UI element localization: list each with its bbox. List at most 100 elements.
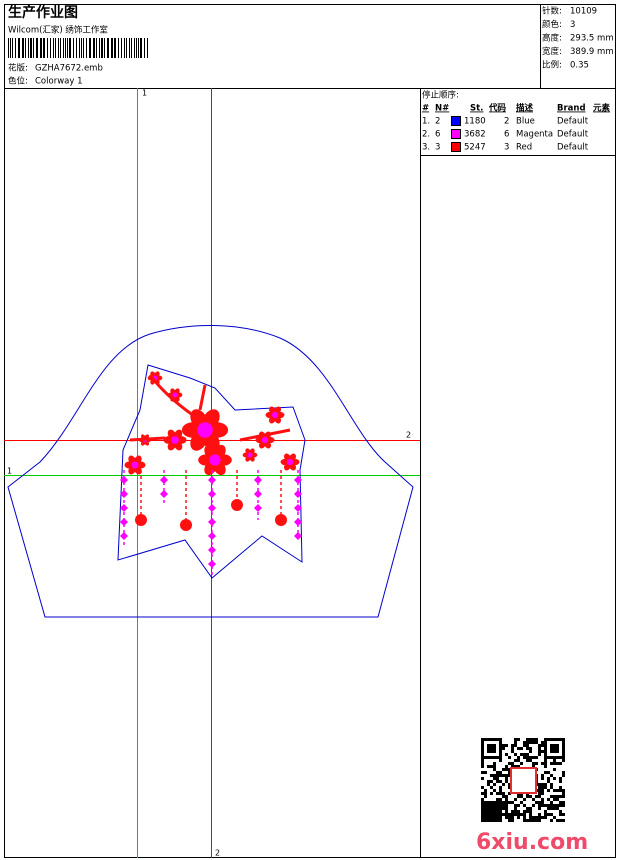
qr-module [556,744,559,747]
qr-module [481,765,484,768]
qr-module [514,744,517,747]
qr-module [505,768,508,771]
qr-module [487,747,490,750]
qr-module [535,756,538,759]
qr-module [550,762,553,765]
qr-module [508,816,511,819]
qr-module [526,741,529,744]
qr-module [490,780,493,783]
qr-module [523,756,526,759]
qr-module [517,813,520,816]
qr-module [484,813,487,816]
barcode-bar [73,38,74,58]
qr-module [550,783,553,786]
qr-module [484,807,487,810]
qr-module [538,747,541,750]
sheet-title: 生产作业图 [8,4,78,21]
qr-module [514,807,517,810]
qr-module [499,810,502,813]
qr-module [559,786,562,789]
qr-module [493,774,496,777]
leaf [120,504,128,512]
qr-module [520,813,523,816]
leaf [294,504,302,512]
flower-center [131,461,139,469]
qr-module [529,741,532,744]
qr-module [508,771,511,774]
qr-module [508,774,511,777]
needle: 3 [435,143,440,153]
leaf [120,476,128,484]
qr-module [487,801,490,804]
qr-module [511,816,514,819]
qr-module [541,786,544,789]
qr-module [559,804,562,807]
qr-module [547,738,550,741]
qr-module [556,762,559,765]
stitches: 5247 [464,143,486,153]
qr-module [499,747,502,750]
qr-module [496,792,499,795]
guide-label: 2 [406,431,411,440]
qr-module [553,804,556,807]
flower-center [171,436,179,444]
qr-module [490,756,493,759]
qr-module [514,759,517,762]
qr-module [559,777,562,780]
barcode-bar [12,38,13,58]
qr-module [538,819,541,822]
qr-module [493,804,496,807]
qr-module [547,771,550,774]
qr-module [526,744,529,747]
qr-module [508,762,511,765]
flower-center [209,454,221,466]
qr-module [559,810,562,813]
flower-center [197,422,213,438]
qr-module [493,756,496,759]
qr-module [538,816,541,819]
stat-label: 针数: [542,6,562,17]
qr-module [520,801,523,804]
qr-module [502,768,505,771]
design-label: 花版: [8,63,28,74]
qr-module [514,804,517,807]
embroidery [120,371,302,575]
qr-module [550,786,553,789]
qr-module [496,816,499,819]
qr-module [523,741,526,744]
qr-module [505,798,508,801]
qr-module [502,792,505,795]
qr-module [484,819,487,822]
qr-module [532,798,535,801]
qr-module [508,756,511,759]
qr-module [559,789,562,792]
qr-module [511,765,514,768]
leaf [208,532,216,540]
stat-label: 高度: [542,33,562,44]
barcode-bar [40,38,42,58]
qr-module [499,801,502,804]
qr-module [538,792,541,795]
barcode-bar [18,38,20,58]
qr-module [484,756,487,759]
qr-module [502,804,505,807]
qr-module [556,804,559,807]
qr-module [493,801,496,804]
qr-module [499,813,502,816]
barcode-bar [67,38,68,58]
barcode-bar [30,38,32,58]
qr-module [529,795,532,798]
qr-module [523,753,526,756]
qr-module [514,798,517,801]
qr-module [490,765,493,768]
qr-module [502,813,505,816]
stat-value: 0.35 [570,61,589,71]
qr-module [484,816,487,819]
qr-module [538,795,541,798]
qr-module [499,804,502,807]
code: 6 [504,130,509,140]
barcode-bar [28,38,29,58]
qr-module [526,753,529,756]
qr-module [517,804,520,807]
